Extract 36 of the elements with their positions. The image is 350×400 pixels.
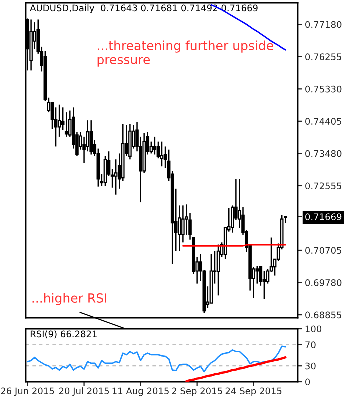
y-tick-label: 0.72555: [306, 182, 342, 190]
line-series: [27, 346, 286, 373]
candlestick: [114, 159, 118, 196]
candlestick: [104, 156, 108, 187]
candlestick: [182, 205, 185, 244]
candlestick: [90, 120, 93, 156]
candlestick: [262, 270, 266, 300]
y-tick-label: 0: [306, 378, 310, 386]
x-tick-label: 2 Sep 2015: [172, 388, 222, 396]
y-tick-label: 0.75330: [306, 86, 342, 93]
y-tick-label: 100: [306, 326, 322, 333]
y-tick-label: 0.68855: [306, 312, 342, 319]
candlestick: [216, 244, 220, 296]
y-tick-label: 0.70705: [306, 247, 342, 254]
y-tick-label: 0.69780: [306, 279, 342, 286]
y-tick-label: 0.76255: [306, 54, 342, 60]
x-tick-label: 26 Jun 2015: [1, 388, 54, 396]
x-tick-label: 11 Aug 2015: [112, 388, 169, 396]
y-tick-label: 0.77180: [306, 21, 342, 28]
annotation: ...higher RSI: [32, 293, 106, 306]
chart-title: RSI(9) 66.2821: [30, 330, 97, 339]
y-tick-label: 70: [306, 342, 316, 348]
candlestick: [256, 265, 260, 284]
y-tick-label: 0.73480: [306, 150, 342, 158]
x-tick-label: 20 Jul 2015: [59, 388, 110, 396]
candlestick: [160, 141, 164, 168]
x-tick-label: 24 Sep 2015: [226, 388, 282, 396]
line-series: [186, 356, 287, 382]
y-tick-label: 0.74405: [306, 118, 342, 125]
candlestick: [58, 104, 62, 138]
chart-title: AUDUSD,Daily 0.71643 0.71681 0.71492 0.71669: [30, 4, 258, 14]
y-tick-label: 0.71669: [306, 214, 342, 220]
candlestick: [64, 112, 68, 138]
candlestick: [153, 136, 157, 156]
annotation: ...threatening further upside pressure: [98, 40, 274, 67]
y-tick-label: 30: [306, 362, 316, 370]
